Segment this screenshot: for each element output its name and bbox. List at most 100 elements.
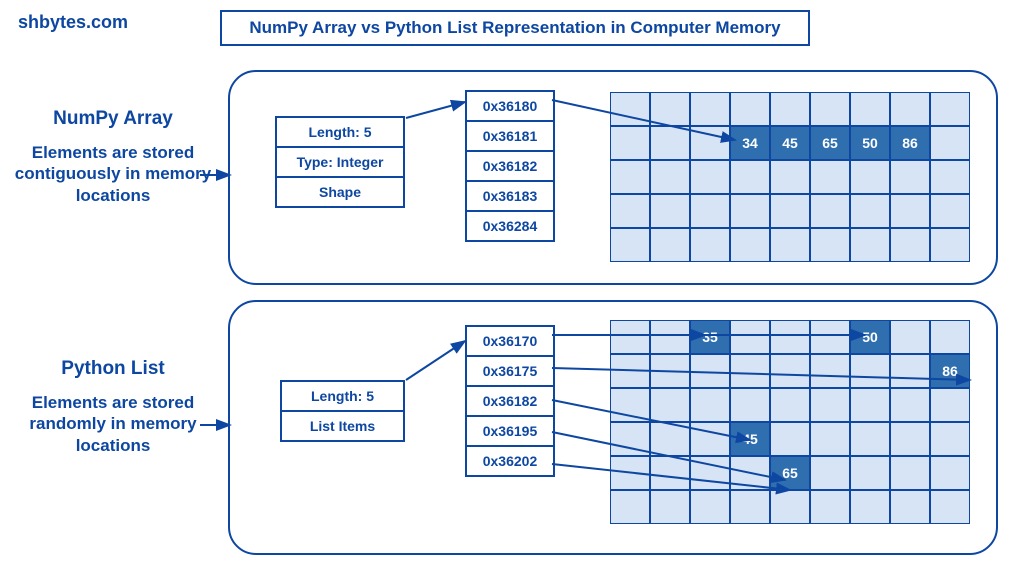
- memory-cell: [810, 354, 850, 388]
- memory-cell: [650, 194, 690, 228]
- memory-cell: [610, 422, 650, 456]
- numpy-desc: Elements are stored contiguously in memo…: [14, 142, 212, 206]
- memory-cell: [810, 160, 850, 194]
- memory-cell: [930, 422, 970, 456]
- address-cell: 0x36195: [467, 417, 553, 447]
- pylist-memory-grid: 3550864565: [610, 320, 970, 524]
- memory-cell: [610, 228, 650, 262]
- memory-cell: 35: [690, 320, 730, 354]
- memory-cell: [810, 194, 850, 228]
- memory-cell: [690, 354, 730, 388]
- memory-cell: [690, 126, 730, 160]
- memory-cell: [770, 228, 810, 262]
- memory-cell: [690, 228, 730, 262]
- numpy-side-label: NumPy Array Elements are stored contiguo…: [14, 108, 212, 206]
- memory-cell: [690, 456, 730, 490]
- memory-cell: 50: [850, 126, 890, 160]
- memory-cell: [690, 388, 730, 422]
- memory-cell: [650, 422, 690, 456]
- memory-cell: [690, 422, 730, 456]
- memory-cell: [730, 456, 770, 490]
- memory-cell: [810, 320, 850, 354]
- memory-cell: [890, 320, 930, 354]
- address-cell: 0x36180: [467, 92, 553, 122]
- memory-cell: [650, 228, 690, 262]
- pylist-meta-box: Length: 5List Items: [280, 380, 405, 442]
- memory-cell: [650, 354, 690, 388]
- memory-cell: [850, 456, 890, 490]
- memory-cell: [730, 388, 770, 422]
- memory-cell: [930, 228, 970, 262]
- memory-cell: [610, 194, 650, 228]
- memory-cell: [930, 126, 970, 160]
- memory-cell: [850, 228, 890, 262]
- meta-row: Shape: [277, 178, 403, 206]
- diagram-title: NumPy Array vs Python List Representatio…: [220, 10, 810, 46]
- memory-cell: [650, 490, 690, 524]
- memory-cell: [690, 160, 730, 194]
- memory-cell: [770, 422, 810, 456]
- memory-cell: [930, 456, 970, 490]
- memory-cell: [730, 490, 770, 524]
- memory-cell: 45: [770, 126, 810, 160]
- memory-cell: [890, 422, 930, 456]
- pylist-addr-col: 0x361700x361750x361820x361950x36202: [465, 325, 555, 477]
- memory-cell: [890, 388, 930, 422]
- pylist-heading: Python List: [14, 358, 212, 380]
- memory-cell: [690, 92, 730, 126]
- pylist-side-label: Python List Elements are stored randomly…: [14, 358, 212, 456]
- memory-cell: [610, 388, 650, 422]
- memory-cell: [930, 320, 970, 354]
- memory-cell: [890, 228, 930, 262]
- memory-cell: [770, 320, 810, 354]
- memory-cell: [890, 160, 930, 194]
- memory-cell: [730, 354, 770, 388]
- memory-cell: [930, 92, 970, 126]
- address-cell: 0x36183: [467, 182, 553, 212]
- memory-cell: [890, 490, 930, 524]
- memory-cell: [890, 92, 930, 126]
- memory-cell: [770, 194, 810, 228]
- address-cell: 0x36202: [467, 447, 553, 475]
- memory-cell: [930, 160, 970, 194]
- memory-cell: [810, 92, 850, 126]
- memory-cell: [810, 456, 850, 490]
- address-cell: 0x36284: [467, 212, 553, 240]
- numpy-meta-box: Length: 5Type: IntegerShape: [275, 116, 405, 208]
- memory-cell: [610, 320, 650, 354]
- memory-cell: [850, 160, 890, 194]
- memory-cell: [610, 456, 650, 490]
- memory-cell: [770, 490, 810, 524]
- meta-row: Length: 5: [277, 118, 403, 148]
- site-logo: shbytes.com: [18, 12, 128, 33]
- memory-cell: [610, 92, 650, 126]
- memory-cell: [850, 490, 890, 524]
- memory-cell: 50: [850, 320, 890, 354]
- meta-row: Length: 5: [282, 382, 403, 412]
- memory-cell: [930, 194, 970, 228]
- memory-cell: [770, 160, 810, 194]
- numpy-heading: NumPy Array: [14, 108, 212, 130]
- meta-row: List Items: [282, 412, 403, 440]
- numpy-addr-col: 0x361800x361810x361820x361830x36284: [465, 90, 555, 242]
- memory-cell: 34: [730, 126, 770, 160]
- memory-cell: [650, 456, 690, 490]
- address-cell: 0x36182: [467, 387, 553, 417]
- memory-cell: [810, 228, 850, 262]
- memory-cell: 86: [890, 126, 930, 160]
- memory-cell: [650, 126, 690, 160]
- memory-cell: [610, 160, 650, 194]
- memory-cell: [610, 490, 650, 524]
- address-cell: 0x36181: [467, 122, 553, 152]
- memory-cell: 65: [770, 456, 810, 490]
- memory-cell: [730, 320, 770, 354]
- memory-cell: [850, 354, 890, 388]
- memory-cell: [890, 456, 930, 490]
- memory-cell: [650, 388, 690, 422]
- pylist-desc: Elements are stored randomly in memory l…: [14, 392, 212, 456]
- memory-cell: [690, 490, 730, 524]
- memory-cell: [850, 388, 890, 422]
- memory-cell: [650, 92, 690, 126]
- memory-cell: [890, 194, 930, 228]
- memory-cell: 65: [810, 126, 850, 160]
